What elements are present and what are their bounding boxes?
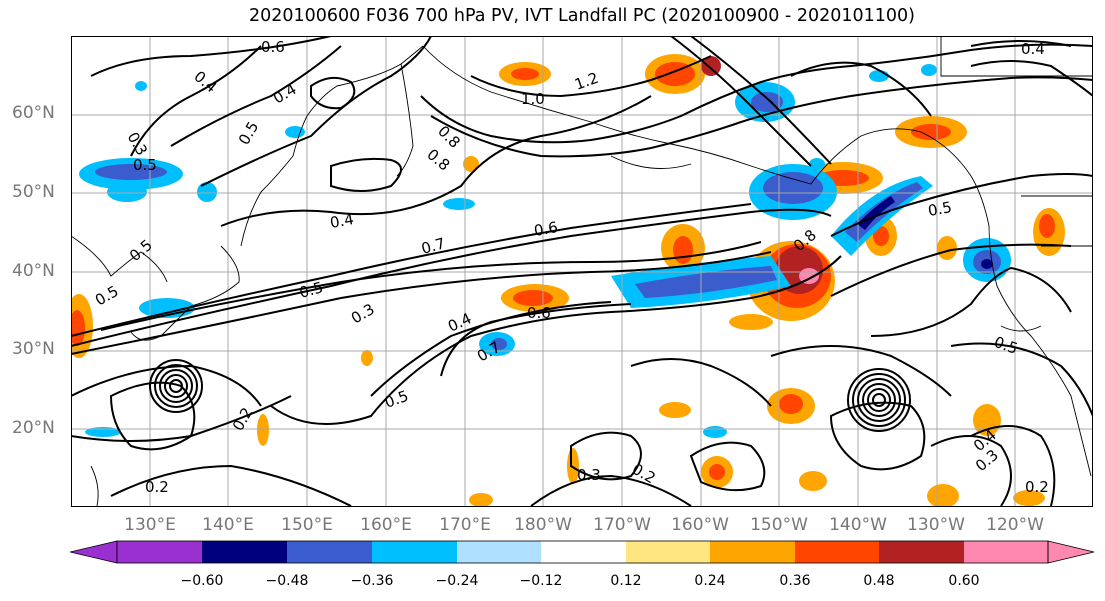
contour-label: 0.7: [419, 234, 447, 258]
map-plot-area: 0.6 1.0 0.8 0.4 1.2 0.5 0.4 0.3 0.5 0.4 …: [71, 36, 1093, 507]
colorbar-tick-label: 0.24: [694, 573, 726, 589]
colorbar-bin: [287, 541, 372, 563]
pv-contours: [71, 36, 1093, 507]
colorbar-tick-label: 0.48: [863, 573, 895, 589]
colorbar-tick-label: 0.60: [948, 573, 980, 589]
lon-label-170w: 170°W: [593, 515, 651, 535]
lon-label-160e: 160°E: [360, 515, 412, 535]
colorbar-max-extension: [1047, 540, 1095, 564]
lat-label-20n: 20°N: [12, 418, 55, 438]
contour-label: 1.0: [521, 90, 545, 108]
colorbar-bin: [626, 541, 710, 563]
positive-anomaly-shading: [71, 54, 1065, 507]
lat-label-40n: 40°N: [12, 261, 55, 281]
contour-label: 0.6: [261, 38, 285, 56]
colorbar-bin: [117, 541, 202, 563]
lat-label-60n: 60°N: [12, 103, 55, 123]
contour-label: 0.5: [297, 278, 325, 302]
lon-label-140e: 140°E: [202, 515, 254, 535]
colorbar-min-extension: [70, 540, 118, 564]
lon-label-170e: 170°E: [439, 515, 491, 535]
colorbar-tick-label: 0.12: [610, 573, 642, 589]
colorbar-bin: [879, 541, 964, 563]
colorbar-tick-label: −0.24: [435, 573, 479, 589]
colorbar-tick-label: −0.48: [265, 573, 309, 589]
lat-label-30n: 30°N: [12, 339, 55, 359]
contour-label: 0.5: [133, 156, 157, 174]
colorbar-bin: [795, 541, 879, 563]
contour-label: 0.4: [329, 210, 356, 232]
cyclone-contours-east: [847, 368, 911, 432]
colorbar-tick-label: −0.60: [180, 573, 224, 589]
lon-label-120w: 120°W: [986, 515, 1044, 535]
colorbar-bin: [372, 541, 457, 563]
contour-label: 0.3: [577, 466, 601, 484]
colorbar-bin: [541, 541, 626, 563]
cyclone-contours-west: [149, 359, 203, 413]
colorbar: [70, 540, 1095, 564]
colorbar-tick-label: −0.36: [350, 573, 394, 589]
contour-label: 0.6: [527, 304, 551, 322]
contour-label: 0.4: [1021, 40, 1045, 58]
colorbar-bin: [710, 541, 795, 563]
lon-label-180w: 180°W: [514, 515, 572, 535]
map-title: 2020100600 F036 700 hPa PV, IVT Landfall…: [248, 6, 916, 26]
lon-label-130w: 130°W: [907, 515, 965, 535]
lon-label-150e: 150°E: [281, 515, 333, 535]
lon-label-160w: 160°W: [671, 515, 729, 535]
colorbar-tick-label: −0.12: [519, 573, 563, 589]
graticule: [71, 36, 1093, 507]
lon-label-130e: 130°E: [124, 515, 176, 535]
colorbar-bin: [457, 541, 541, 563]
lat-label-50n: 50°N: [12, 182, 55, 202]
colorbar-bin: [202, 541, 287, 563]
lon-label-140w: 140°W: [829, 515, 887, 535]
contour-label: 0.6: [533, 218, 560, 240]
colorbar-bin: [964, 541, 1048, 563]
lon-label-150w: 150°W: [750, 515, 808, 535]
contour-label: 0.5: [927, 198, 954, 220]
coastlines: [71, 36, 1093, 507]
contour-label: 0.2: [1025, 478, 1049, 496]
colorbar-tick-label: 0.36: [779, 573, 811, 589]
contour-label: 0.2: [145, 478, 169, 496]
